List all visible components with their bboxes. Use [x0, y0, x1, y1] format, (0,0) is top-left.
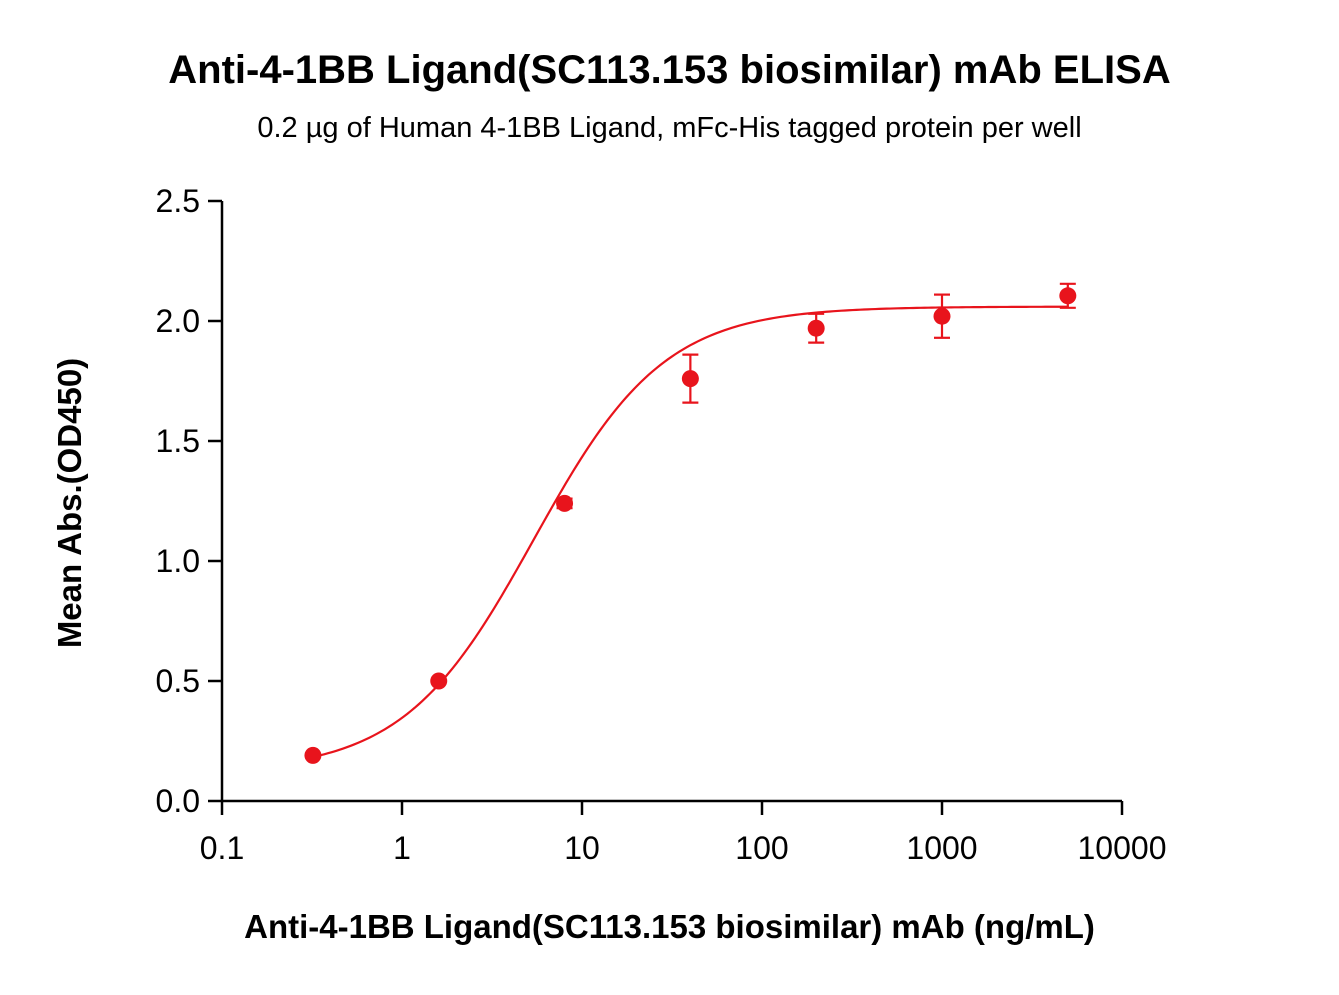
chart-title: Anti-4-1BB Ligand(SC113.153 biosimilar) …	[168, 48, 1171, 92]
data-points-layer	[304, 282, 1077, 764]
data-point	[430, 672, 448, 690]
chart-subtitle: 0.2 µg of Human 4-1BB Ligand, mFc-His ta…	[257, 112, 1082, 144]
y-tick-label: 0.5	[156, 663, 200, 699]
x-axis-label: Anti-4-1BB Ligand(SC113.153 biosimilar) …	[244, 908, 1095, 945]
data-point	[933, 307, 951, 325]
x-tick-label: 10000	[1078, 830, 1167, 866]
y-axis-label: Mean Abs.(OD450)	[51, 357, 88, 649]
y-tick-label: 1.5	[156, 423, 200, 459]
x-tick-label: 100	[735, 830, 788, 866]
x-tick-label: 1000	[906, 830, 977, 866]
data-point	[807, 319, 825, 337]
x-tick-label: 0.1	[200, 830, 244, 866]
x-tick-label: 10	[564, 830, 600, 866]
x-tick-label: 1	[393, 830, 411, 866]
y-tick-label: 1.0	[156, 543, 200, 579]
y-tick-label: 2.0	[156, 303, 200, 339]
data-point	[304, 746, 322, 764]
data-point	[681, 370, 699, 388]
y-tick-label: 0.0	[156, 783, 200, 819]
axes: 0.0 0.5 1.0 1.5 2.0 2.5 0.1 1 10 100 1000 10000	[156, 183, 1167, 866]
data-point	[1059, 287, 1077, 305]
data-point	[556, 494, 574, 512]
y-tick-label: 2.5	[156, 183, 200, 219]
